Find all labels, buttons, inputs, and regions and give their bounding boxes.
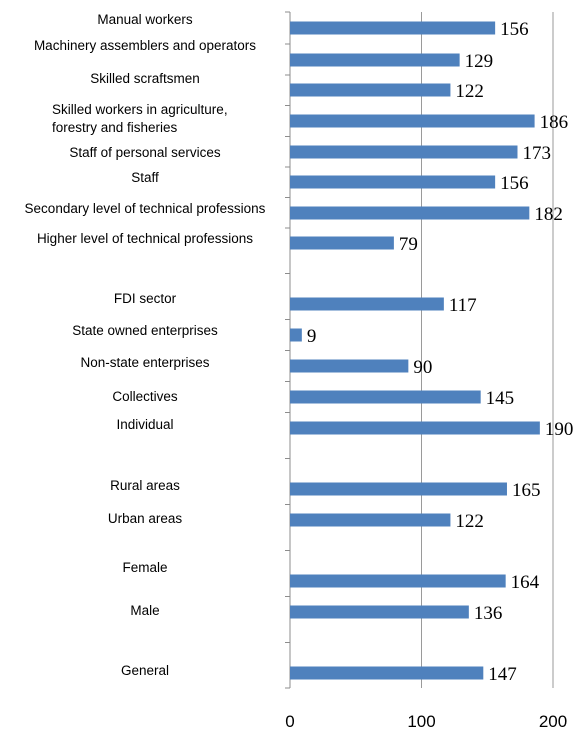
value-label: 117 [449,295,477,316]
category-label: State owned enterprises [72,323,218,338]
bar [290,145,518,159]
category-label: Collectives [112,389,178,404]
category-label: Staff [131,170,159,185]
bar [290,482,507,496]
category-label: Rural areas [110,478,180,493]
x-tick-label: 200 [539,712,567,731]
category-label: Female [122,560,167,575]
bar [290,359,409,373]
category-label: Skilled workers in agriculture, [52,102,228,117]
bar [290,83,451,97]
category-label: Individual [116,417,173,432]
value-label: 90 [413,357,432,378]
value-label: 190 [545,419,574,440]
x-tick-label: 100 [407,712,435,731]
bar [290,175,496,189]
value-label: 156 [500,19,529,40]
value-label: 122 [455,81,484,102]
value-label: 122 [455,511,484,532]
category-label: Staff of personal services [69,145,221,160]
value-label: 182 [534,204,563,225]
category-label: Male [130,603,159,618]
bar [290,390,481,404]
bar [290,513,451,527]
bar [290,574,506,588]
category-label: forestry and fisheries [52,120,178,135]
value-label: 164 [511,572,540,593]
bar [290,328,302,342]
value-label: 173 [522,143,551,164]
value-label: 136 [474,603,503,624]
value-label: 147 [488,664,517,685]
x-tick-label: 0 [285,712,294,731]
category-label: Higher level of technical professions [37,231,253,246]
bar [290,53,460,67]
category-label: Non-state enterprises [80,355,209,370]
category-label: General [121,663,169,678]
bar [290,666,484,680]
value-label: 186 [540,112,569,133]
bar [290,605,469,619]
value-label: 129 [465,51,494,72]
value-label: 156 [500,173,529,194]
bar [290,421,540,435]
bar [290,206,530,220]
value-label: 145 [486,388,515,409]
value-label: 9 [307,326,317,347]
bar [290,21,496,35]
category-label: Secondary level of technical professions [25,201,266,216]
category-label: Machinery assemblers and operators [34,38,256,53]
category-label: FDI sector [114,291,177,306]
category-label: Urban areas [108,511,183,526]
category-label: Manual workers [97,12,193,27]
value-label: 79 [399,234,418,255]
bar [290,114,535,128]
bar [290,297,444,311]
category-label: Skilled scraftsmen [90,71,200,86]
bar [290,236,394,250]
value-label: 165 [512,480,540,501]
